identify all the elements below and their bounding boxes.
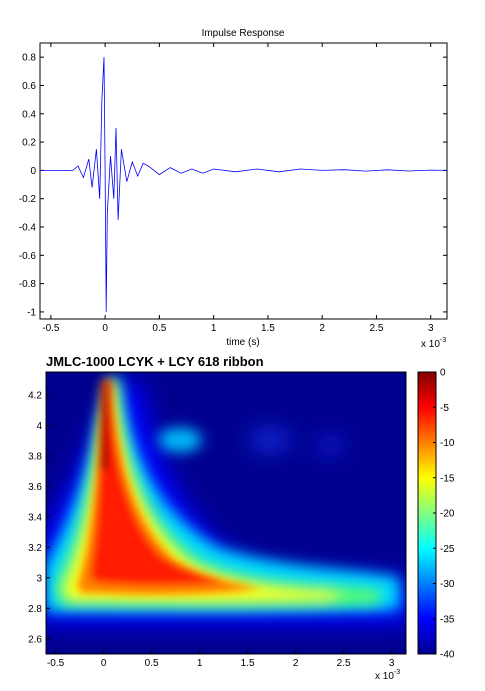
- spectrogram-ytick-label: 3.2: [28, 543, 42, 554]
- spectrogram-title: JMLC-1000 LCYK + LCY 618 ribbon: [46, 354, 264, 369]
- spectrogram-y-axis: 4.2 4 3.8 3.6 3.4 3.2 3 2.8 2.6: [28, 390, 50, 645]
- spectrogram-heatmap: [46, 372, 406, 654]
- spectrogram-x-multiplier: x 10-3: [375, 669, 400, 682]
- colorbar-tick-label: -15: [440, 473, 455, 484]
- spectrogram-ytick-label: 4.2: [28, 390, 42, 401]
- spectrogram-x-axis: -0.5 0 0.5 1 1.5 2 2.5 3: [47, 650, 395, 669]
- spectrogram-xtick-label: 1: [197, 658, 203, 669]
- colorbar-tick-label: 0: [440, 368, 446, 379]
- impulse-ytick-label: 0.4: [22, 109, 36, 120]
- spectrogram-ytick-label: 4: [36, 421, 42, 432]
- spectrogram-xtick-label: 1.5: [241, 658, 255, 669]
- spectrogram-xtick-label: 3: [389, 658, 395, 669]
- impulse-ytick-label: -0.4: [19, 223, 37, 234]
- impulse-xtick-label: 3: [428, 323, 434, 334]
- spectrogram-xtick-label: 2: [293, 658, 299, 669]
- impulse-x-axis: -0.5 0 0.5 1 1.5 2 2.5 3: [42, 43, 434, 334]
- spectrogram-ytick-label: 3.8: [28, 451, 42, 462]
- colorbar-tick-label: -30: [440, 579, 455, 590]
- spectrogram-ytick-label: 3.4: [28, 512, 42, 523]
- colorbar-tick-label: -25: [440, 544, 455, 555]
- impulse-title: Impulse Response: [202, 28, 285, 39]
- impulse-y-axis: 0.8 0.6 0.4 0.2 0 -0.2 -0.4 -0.6 -0.8 -1: [19, 53, 447, 318]
- impulse-xtick-label: 0: [102, 323, 108, 334]
- impulse-ytick-label: 0.2: [22, 138, 36, 149]
- impulse-plot-area: [39, 42, 448, 320]
- impulse-x-multiplier: x 10-3: [421, 337, 446, 350]
- spectrogram-xtick-label: 0.5: [145, 658, 159, 669]
- colorbar-tick-label: -40: [440, 650, 455, 661]
- colorbar-axis: 0 -5 -10 -15 -20 -25 -30 -35 -40: [433, 368, 455, 661]
- spectrogram-ytick-label: 2.8: [28, 604, 42, 615]
- colorbar-tick-label: -35: [440, 614, 455, 625]
- colorbar-tick-label: -5: [440, 403, 449, 414]
- spectrogram-xtick-label: 0: [101, 658, 107, 669]
- impulse-series-line: [40, 57, 448, 312]
- impulse-ytick-label: 0: [30, 166, 36, 177]
- impulse-chart: Impulse Response -0.5 0 0.5 1 1.5 2 2.5 3 0.80.…: [19, 28, 448, 350]
- spectrogram-plot-area: [45, 371, 407, 655]
- impulse-ytick-label: -0.6: [19, 251, 37, 262]
- spectrogram-ytick-label: 3.6: [28, 482, 42, 493]
- impulse-xtick-label: 2: [319, 323, 325, 334]
- impulse-ytick-label: -0.2: [19, 194, 37, 205]
- impulse-ytick-label: -1: [27, 307, 36, 318]
- spectrogram-ytick-label: 3: [36, 573, 42, 584]
- spectrogram-xtick-label: 2.5: [337, 658, 351, 669]
- impulse-xlabel: time (s): [226, 337, 259, 348]
- impulse-xtick-label: 1.5: [261, 323, 275, 334]
- colorbar-tick-label: -20: [440, 509, 455, 520]
- impulse-xtick-label: 1: [211, 323, 217, 334]
- impulse-xtick-label: 0.5: [152, 323, 166, 334]
- spectrogram-ytick-label: 2.6: [28, 634, 42, 645]
- colorbar-tick-label: -10: [440, 438, 455, 449]
- impulse-ytick-label: 0.8: [22, 53, 36, 64]
- impulse-xtick-label: 2.5: [370, 323, 384, 334]
- spectrogram-xtick-label: -0.5: [47, 658, 65, 669]
- impulse-ytick-label: 0.6: [22, 81, 36, 92]
- impulse-xtick-label: -0.5: [42, 323, 60, 334]
- spectrogram-chart: JMLC-1000 LCYK + LCY 618 ribbon: [28, 354, 455, 682]
- impulse-ytick-label: -0.8: [19, 279, 37, 290]
